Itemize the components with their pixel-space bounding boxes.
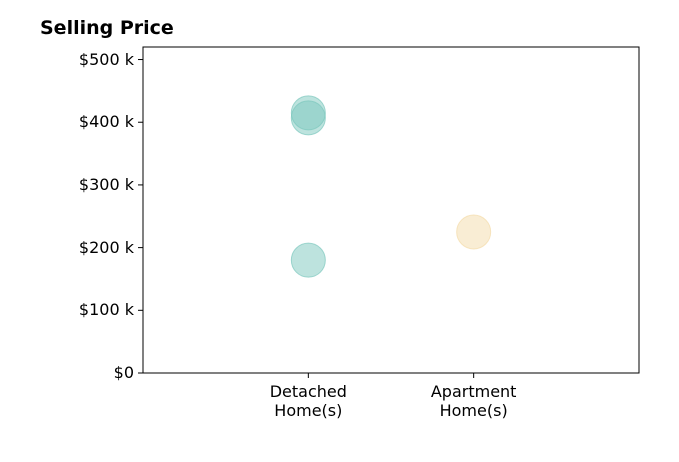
x-tick-label: Detached Home(s)	[269, 382, 347, 420]
y-tick-label: $500 k	[78, 49, 134, 69]
plot-frame	[142, 46, 640, 374]
y-tick-label: $0	[113, 363, 134, 382]
x-tick-label: Apartment Home(s)	[430, 382, 517, 420]
chart-title: Selling Price	[40, 17, 174, 39]
y-tick-label: $400 k	[78, 112, 134, 132]
y-tick-label: $100 k	[78, 300, 134, 320]
point	[456, 214, 492, 250]
point	[290, 100, 326, 136]
y-tick-label: $300 k	[78, 174, 134, 194]
y-tick-label: $200 k	[78, 237, 134, 257]
point	[290, 242, 326, 278]
